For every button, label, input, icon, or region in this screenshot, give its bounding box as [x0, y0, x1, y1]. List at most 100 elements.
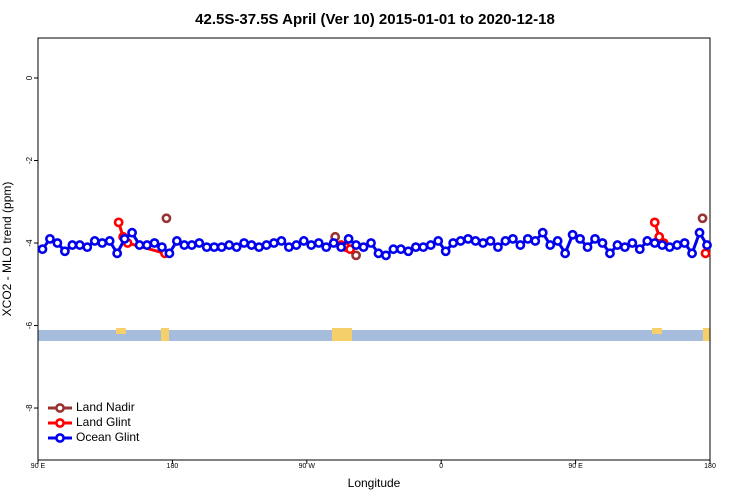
data-point [67, 240, 78, 250]
data-point [179, 240, 190, 250]
data-point [239, 238, 249, 248]
legend-label: Ocean Glint [76, 430, 140, 444]
data-point [381, 250, 391, 261]
data-point [373, 248, 384, 259]
data-point [672, 240, 683, 250]
data-point [702, 240, 712, 250]
data-point [201, 242, 212, 253]
data-point [74, 240, 85, 250]
data-point [37, 244, 48, 255]
data-point [298, 236, 309, 246]
land-patch [116, 328, 126, 334]
data-point [328, 238, 339, 248]
data-point [142, 240, 152, 250]
data-point [642, 236, 653, 246]
legend-label: Land Glint [76, 415, 131, 429]
data-point [654, 231, 665, 242]
land-patch [652, 328, 662, 334]
data-point [567, 229, 578, 240]
data-point [582, 242, 593, 253]
data-point [388, 244, 399, 255]
data-point [575, 233, 585, 244]
data-point [119, 233, 130, 244]
data-point [59, 246, 70, 257]
data-point [157, 242, 167, 253]
data-point [687, 248, 697, 259]
data-point [455, 236, 466, 246]
surface-strip [38, 328, 710, 341]
y-tick-label: -2 [25, 156, 34, 164]
data-point [186, 240, 197, 250]
data-point [291, 240, 302, 250]
data-point [612, 240, 623, 250]
data-point [425, 240, 436, 250]
data-point [560, 248, 571, 259]
x-tick-label: 180 [167, 463, 179, 470]
data-point [627, 238, 638, 248]
legend-marker [55, 433, 65, 443]
data-point [463, 233, 473, 244]
data-point [440, 246, 451, 257]
data-point [619, 242, 630, 253]
data-point [545, 240, 556, 250]
data-point [403, 246, 414, 257]
data-point [224, 240, 235, 250]
data-point [209, 242, 220, 253]
data-point [507, 233, 518, 244]
data-point [664, 242, 675, 253]
data-point [700, 248, 711, 259]
data-point [552, 236, 563, 246]
land-patch [161, 328, 169, 341]
y-tick-label: -6 [25, 321, 34, 329]
data-point [216, 242, 227, 253]
x-tick-label: 90 E [568, 463, 583, 470]
data-point [164, 248, 175, 259]
data-point [161, 213, 172, 224]
data-point [283, 242, 294, 253]
data-point [634, 244, 645, 255]
data-point [515, 240, 526, 250]
data-point [194, 238, 205, 248]
data-point [537, 227, 548, 238]
data-point [336, 242, 347, 253]
data-point [82, 242, 93, 253]
data-point [485, 236, 496, 246]
data-point [127, 227, 137, 238]
data-point [597, 238, 608, 248]
data-point [366, 238, 376, 248]
data-point [679, 238, 690, 248]
data-point [254, 242, 264, 253]
data-point [276, 236, 287, 246]
data-point [231, 242, 242, 253]
land-patch [332, 328, 352, 341]
x-tick-label: 90 W [299, 463, 316, 470]
data-point [171, 236, 182, 246]
data-point [657, 240, 668, 250]
data-point [261, 240, 272, 250]
y-tick-label: -4 [25, 239, 34, 247]
y-axis-title: XCO2 - MLO trend (ppm) [0, 182, 14, 317]
x-tick-label: 180 [704, 463, 716, 470]
data-point [649, 238, 660, 248]
data-point [500, 236, 511, 246]
data-point [470, 236, 481, 246]
data-point [306, 240, 317, 250]
data-point [112, 248, 123, 259]
land-patch [703, 328, 710, 341]
x-tick-label: 0 [439, 463, 443, 470]
data-point [52, 238, 63, 248]
legend-marker [55, 403, 65, 413]
data-point [493, 242, 503, 253]
data-point [343, 233, 354, 244]
legend-marker [55, 418, 65, 428]
data-point [522, 233, 533, 244]
ocean-strip [38, 330, 710, 341]
data-point [433, 236, 444, 246]
data-point [694, 227, 705, 238]
y-tick-label: 0 [25, 75, 34, 80]
data-point [97, 238, 108, 248]
data-point [45, 233, 55, 244]
x-axis-title: Longitude [348, 476, 401, 490]
data-point [478, 238, 488, 248]
data-point [113, 217, 124, 228]
